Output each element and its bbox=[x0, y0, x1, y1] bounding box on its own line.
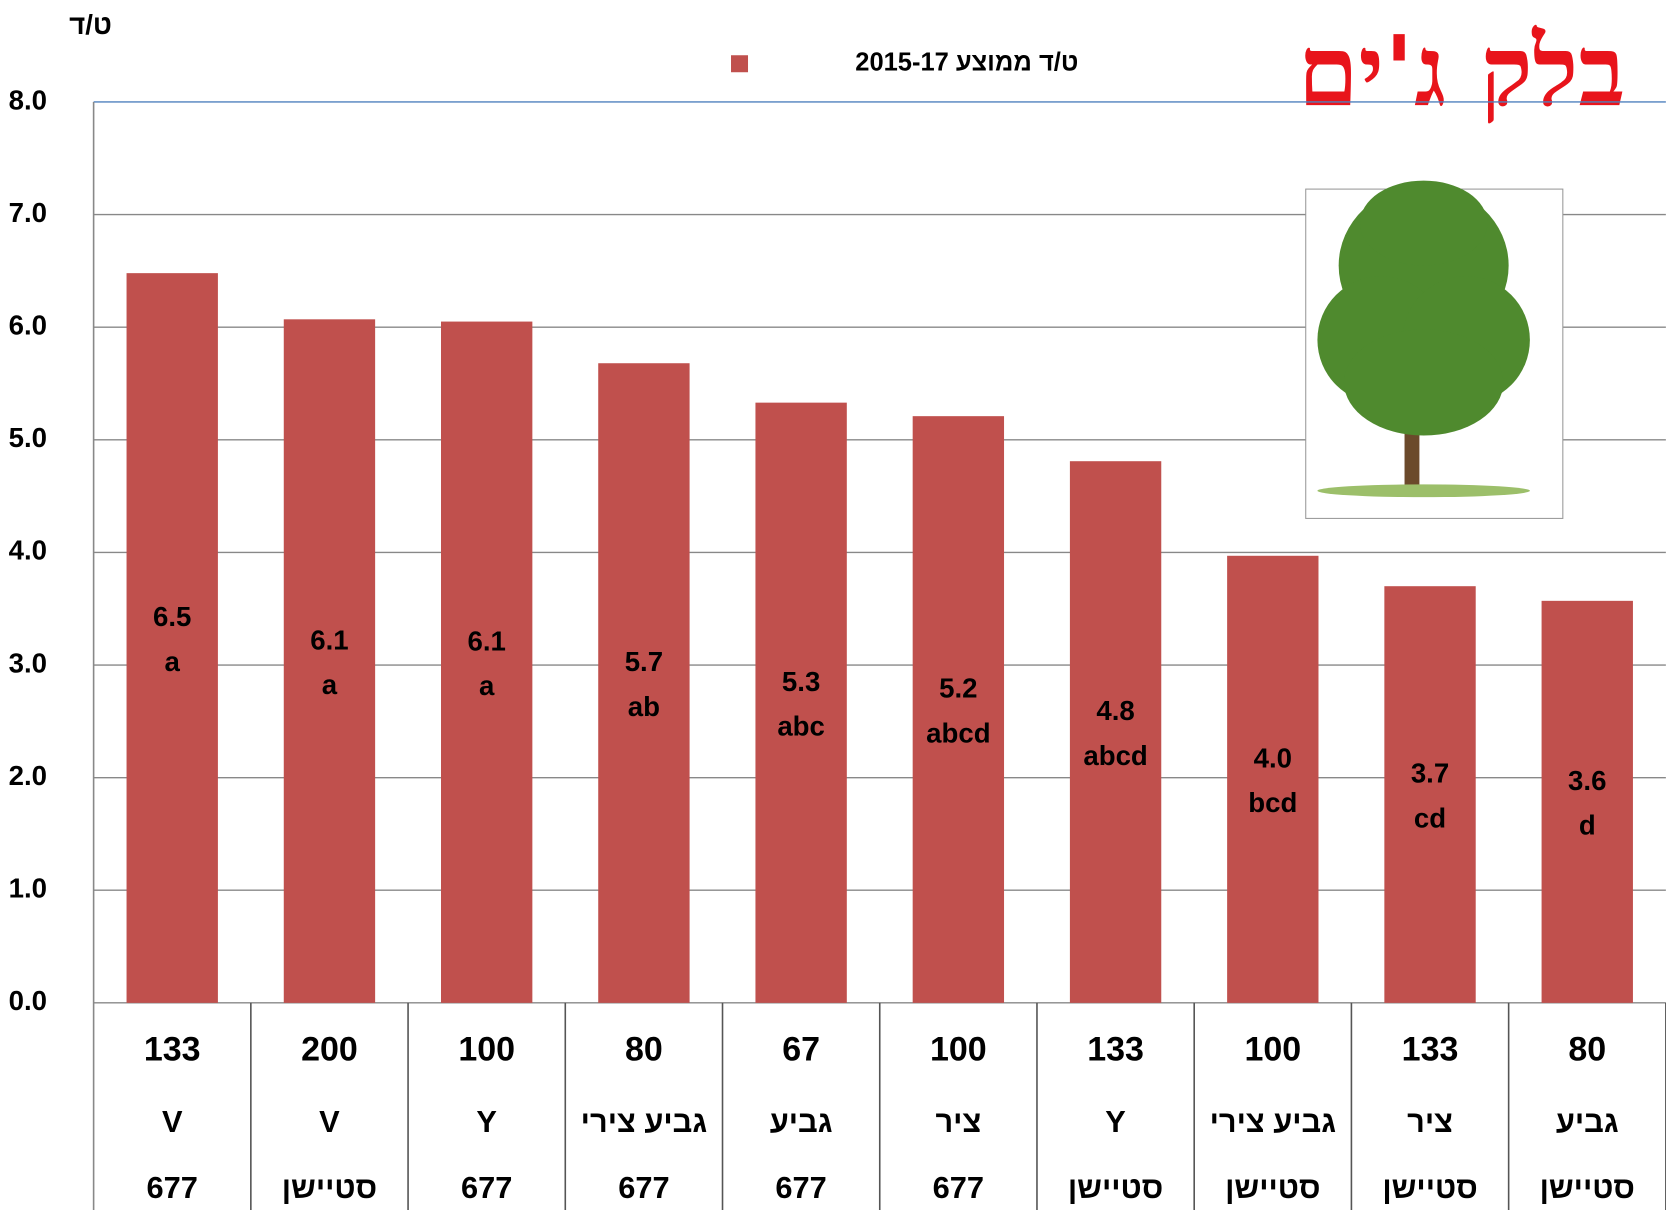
significance-label: abc bbox=[777, 711, 825, 742]
value-label: 5.2 bbox=[939, 673, 977, 704]
significance-label: bcd bbox=[1248, 787, 1297, 818]
value-label: 5.7 bbox=[625, 646, 663, 677]
bar bbox=[1541, 600, 1633, 1003]
bar bbox=[1069, 461, 1162, 1003]
x-tick-label: סטיישן bbox=[282, 1170, 377, 1205]
brand-logo: בלק ג'ים bbox=[1298, 14, 1626, 129]
x-tick-label: ציר bbox=[935, 1104, 981, 1139]
value-label: 6.1 bbox=[310, 624, 348, 655]
x-tick-label: 133 bbox=[1402, 1031, 1459, 1069]
tree-crown bbox=[1343, 329, 1504, 436]
y-tick-label: 5.0 bbox=[9, 422, 47, 453]
x-tick-label: סטיישן bbox=[1540, 1170, 1635, 1205]
x-tick-label: סטיישן bbox=[1068, 1170, 1163, 1205]
bar bbox=[755, 402, 847, 1003]
bar bbox=[283, 319, 376, 1003]
y-unit: ט/ד bbox=[69, 9, 112, 40]
significance-label: d bbox=[1579, 810, 1596, 841]
x-tick-label: 677 bbox=[775, 1170, 826, 1205]
x-tick-label: 100 bbox=[458, 1031, 515, 1069]
x-tick-label: גביע bbox=[770, 1104, 833, 1139]
y-tick-label: 1.0 bbox=[9, 873, 47, 904]
x-tick-label: 133 bbox=[144, 1031, 201, 1069]
x-tick-label: 677 bbox=[618, 1170, 669, 1205]
y-tick-label: 0.0 bbox=[9, 985, 47, 1016]
significance-label: ab bbox=[628, 691, 660, 722]
x-tick-label: סטיישן bbox=[1225, 1170, 1320, 1205]
y-tick-label: 3.0 bbox=[9, 647, 47, 678]
tree-picture bbox=[1305, 180, 1564, 519]
significance-label: a bbox=[165, 646, 181, 677]
y-tick-label: 8.0 bbox=[9, 84, 47, 115]
x-tick-label: 100 bbox=[930, 1031, 987, 1069]
significance-label: abcd bbox=[926, 717, 990, 748]
legend-label: ט/ד ממוצע 2015-17 bbox=[855, 48, 1078, 76]
bar bbox=[912, 416, 1005, 1003]
value-label: 3.6 bbox=[1568, 765, 1606, 796]
value-label: 4.8 bbox=[1096, 695, 1134, 726]
x-tick-label: 677 bbox=[933, 1170, 984, 1205]
x-tick-label: גביע צירי bbox=[1210, 1104, 1336, 1139]
x-tick-label: Y bbox=[1105, 1104, 1126, 1139]
value-label: 4.0 bbox=[1254, 742, 1292, 773]
y-tick-label: 7.0 bbox=[9, 197, 47, 228]
value-label: 6.1 bbox=[467, 625, 505, 656]
x-tick-label: סטיישן bbox=[1382, 1170, 1477, 1205]
x-tick-label: גביע צירי bbox=[581, 1104, 707, 1139]
x-tick-label: 100 bbox=[1244, 1031, 1301, 1069]
bar bbox=[598, 363, 690, 1003]
significance-label: a bbox=[479, 670, 495, 701]
tree-crown bbox=[1359, 180, 1488, 266]
x-tick-label: Y bbox=[476, 1104, 497, 1139]
tree-ground bbox=[1317, 484, 1530, 498]
significance-label: cd bbox=[1414, 802, 1446, 833]
x-tick-label: 80 bbox=[625, 1031, 663, 1069]
bar bbox=[1384, 586, 1476, 1003]
bar bbox=[1227, 555, 1319, 1003]
x-tick-label: 80 bbox=[1568, 1031, 1606, 1069]
bar bbox=[126, 273, 218, 1003]
bar bbox=[440, 321, 533, 1003]
x-tick-label: 677 bbox=[147, 1170, 198, 1205]
x-tick-label: 677 bbox=[461, 1170, 512, 1205]
significance-label: a bbox=[322, 669, 338, 700]
value-label: 5.3 bbox=[782, 666, 820, 697]
x-tick-label: ציר bbox=[1407, 1104, 1453, 1139]
x-tick-label: 67 bbox=[782, 1031, 820, 1069]
value-label: 3.7 bbox=[1411, 758, 1449, 789]
significance-label: abcd bbox=[1083, 740, 1147, 771]
y-tick-label: 2.0 bbox=[9, 760, 47, 791]
y-tick-label: 4.0 bbox=[9, 535, 47, 566]
x-tick-label: V bbox=[162, 1104, 183, 1139]
x-tick-label: V bbox=[319, 1104, 340, 1139]
x-tick-label: 133 bbox=[1087, 1031, 1144, 1069]
x-tick-label: גביע bbox=[1556, 1104, 1619, 1139]
x-tick-label: 200 bbox=[301, 1031, 358, 1069]
value-label: 6.5 bbox=[153, 601, 191, 632]
y-tick-label: 6.0 bbox=[9, 309, 47, 340]
legend-swatch bbox=[731, 55, 749, 73]
